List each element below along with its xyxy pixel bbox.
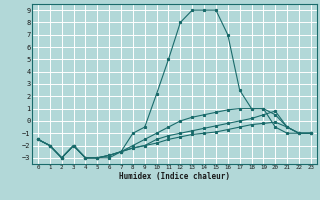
X-axis label: Humidex (Indice chaleur): Humidex (Indice chaleur): [119, 172, 230, 181]
